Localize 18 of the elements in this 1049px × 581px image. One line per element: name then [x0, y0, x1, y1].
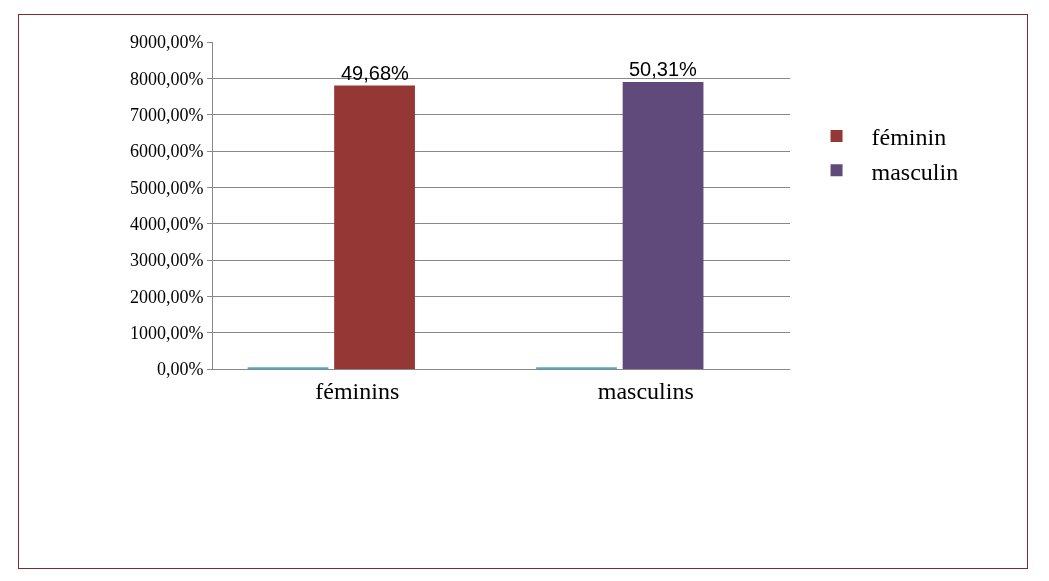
y-tick-label: 5000,00% [129, 177, 204, 198]
legend-label: masculin [871, 158, 959, 185]
y-tick-label: 3000,00% [129, 250, 204, 271]
x-tick-label: masculins [597, 377, 694, 404]
y-tick-label: 6000,00% [129, 141, 204, 162]
y-tick-label: 9000,00% [129, 32, 204, 53]
y-tick-label: 8000,00% [129, 68, 204, 89]
y-tick-label: 4000,00% [129, 213, 204, 234]
y-tick-label: 2000,00% [129, 286, 204, 307]
x-tick-label: féminins [315, 377, 400, 404]
bar [622, 81, 704, 369]
bar [334, 85, 415, 369]
annotation: 50,31% [629, 58, 698, 80]
legend-label: féminin [871, 124, 947, 151]
y-tick-label: 7000,00% [129, 104, 204, 125]
y-tick-label: 1000,00% [129, 322, 204, 343]
annotation: 49,68% [341, 62, 410, 84]
y-tick-label: 0,00% [156, 359, 204, 380]
